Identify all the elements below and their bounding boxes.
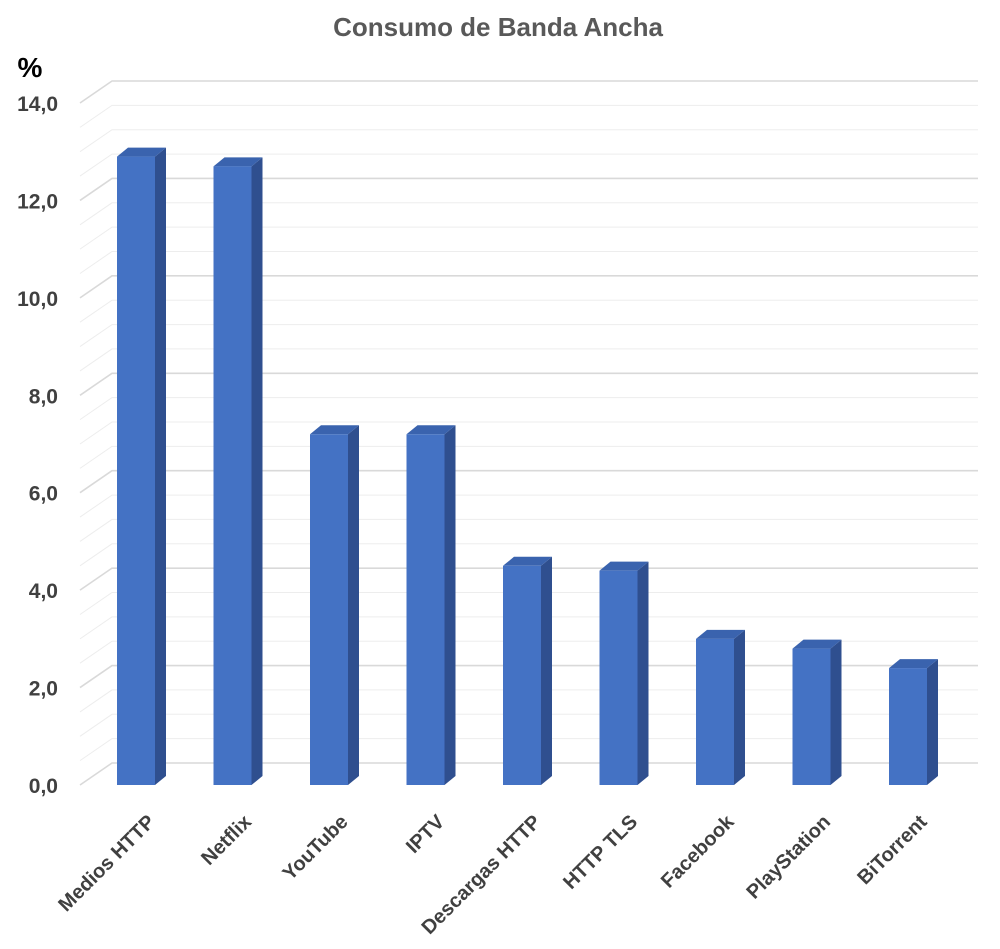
major-gridline <box>79 567 978 591</box>
minor-gridline <box>79 251 978 274</box>
minor-gridline <box>79 299 978 323</box>
bar-front-face <box>889 668 927 785</box>
y-axis-unit-label: % <box>18 52 43 83</box>
y-tick-label: 12,0 <box>17 190 58 213</box>
bar-front-face <box>117 156 155 786</box>
bar-side-face <box>734 629 745 785</box>
bar-side-face <box>444 425 456 785</box>
bar <box>696 629 745 785</box>
bar-top-face <box>889 659 938 669</box>
bar-front-face <box>599 570 638 785</box>
minor-gridline <box>79 202 978 226</box>
major-gridline <box>79 762 978 786</box>
minor-gridline <box>79 104 978 128</box>
minor-gridline <box>79 153 978 177</box>
minor-gridline <box>79 494 978 518</box>
bar-top-face <box>696 629 745 639</box>
bar-side-face <box>541 556 552 785</box>
bars <box>117 147 938 786</box>
minor-gridline <box>79 518 978 542</box>
minor-gridline <box>79 348 978 372</box>
bar-side-face <box>637 561 649 785</box>
x-tick-label: HTTP TLS <box>559 811 642 894</box>
chart-title: Consumo de Banda Ancha <box>333 12 663 42</box>
bar <box>599 561 649 785</box>
bar-top-face <box>117 147 166 157</box>
x-tick-label: IPTV <box>402 811 449 858</box>
bar-front-face <box>792 648 831 785</box>
major-gridline <box>79 469 978 494</box>
bar <box>213 157 263 786</box>
bar-side-face <box>830 639 842 785</box>
y-tick-label: 14,0 <box>17 93 58 116</box>
bar-top-face <box>406 425 456 435</box>
y-tick-label: 6,0 <box>29 483 58 506</box>
x-tick-label: PlayStation <box>742 811 835 904</box>
bar <box>792 639 842 785</box>
minor-gridline <box>79 543 978 567</box>
bar-top-face <box>213 157 263 167</box>
x-tick-label: Netflix <box>197 811 256 870</box>
y-axis-ticks: 0,0 2,0 4,0 6,0 8,0 10,0 12,0 14,0 <box>17 93 58 798</box>
major-gridline <box>79 372 978 396</box>
bar-side-face <box>927 659 938 785</box>
bar <box>117 147 166 786</box>
bar-side-face <box>251 157 263 786</box>
minor-gridline <box>79 689 978 713</box>
y-tick-label: 8,0 <box>29 385 58 408</box>
bar-front-face <box>696 638 734 785</box>
major-gridline <box>79 275 978 299</box>
bar <box>406 425 456 785</box>
y-tick-label: 4,0 <box>29 580 58 603</box>
bar-front-face <box>213 166 252 786</box>
major-gridline <box>79 177 978 202</box>
minor-gridline <box>79 640 978 664</box>
minor-gridline <box>79 738 978 762</box>
major-gridline <box>79 80 978 104</box>
minor-gridline <box>79 445 978 469</box>
bar-top-face <box>503 556 552 566</box>
y-tick-label: 2,0 <box>29 678 58 701</box>
bar-front-face <box>503 565 541 785</box>
bar <box>310 425 359 785</box>
bar <box>503 556 552 785</box>
bar-front-face <box>406 434 445 785</box>
y-tick-label: 10,0 <box>17 288 58 311</box>
minor-gridline <box>79 397 978 421</box>
minor-gridline <box>79 324 978 347</box>
minor-gridline <box>79 713 978 737</box>
x-tick-label: Facebook <box>657 810 739 892</box>
bar-front-face <box>310 434 348 785</box>
bar-side-face <box>155 147 166 786</box>
grid-layer <box>79 80 978 786</box>
bar-top-face <box>599 561 649 571</box>
x-tick-label: BiTorrent <box>853 811 931 889</box>
bar <box>889 659 938 785</box>
x-tick-label: YouTube <box>279 811 353 885</box>
major-gridline <box>79 664 978 689</box>
minor-gridline <box>79 226 978 250</box>
x-tick-label: Medios HTTP <box>54 811 159 916</box>
y-tick-label: 0,0 <box>29 775 58 798</box>
bar-top-face <box>310 425 359 435</box>
minor-gridline <box>79 616 978 640</box>
minor-gridline <box>79 592 978 615</box>
bar-top-face <box>792 639 842 649</box>
bar-side-face <box>348 425 359 785</box>
minor-gridline <box>79 421 978 445</box>
minor-gridline <box>79 129 978 153</box>
